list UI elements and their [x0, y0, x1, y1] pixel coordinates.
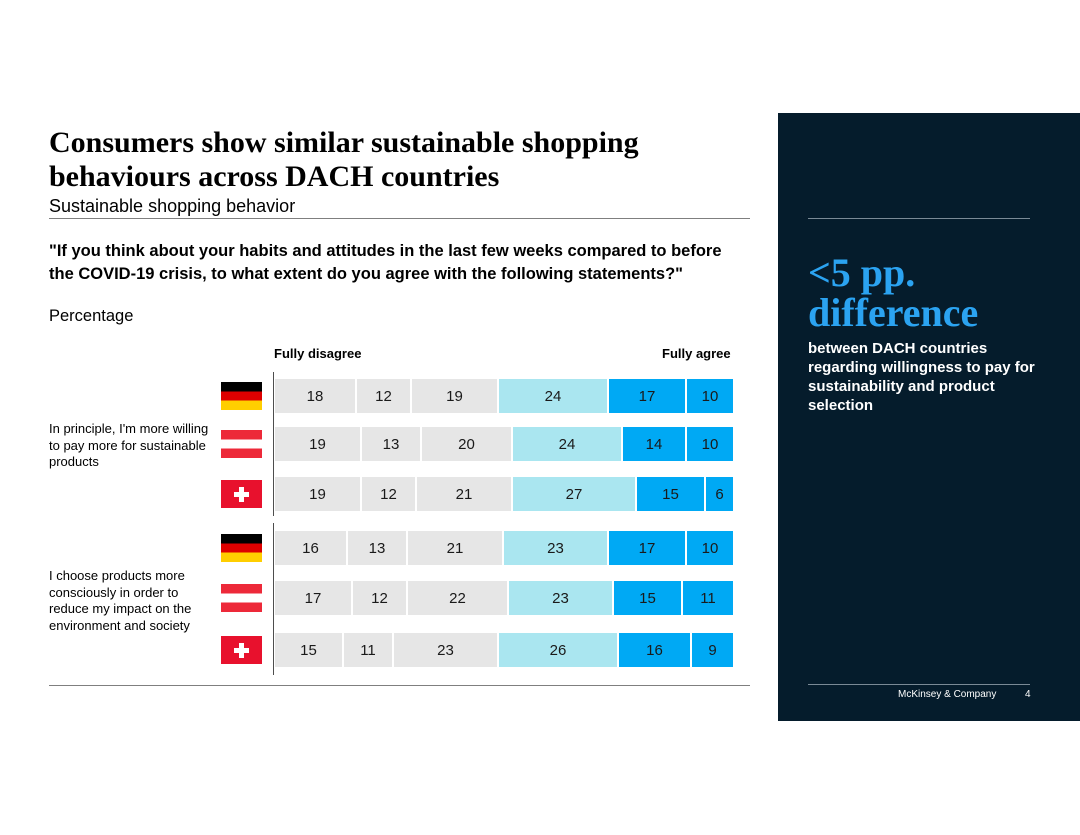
bar-row: 19 13 20 24 14 10: [275, 427, 733, 461]
bar-segment: 16: [275, 531, 348, 565]
bar-segment: 10: [687, 427, 733, 461]
bar-segment: 23: [504, 531, 609, 565]
bar-segment: 21: [408, 531, 504, 565]
statement-label: I choose products more consciously in or…: [49, 568, 192, 633]
panel-divider-bottom: [808, 684, 1030, 685]
bar-row: 15 11 23 26 16 9: [275, 633, 733, 667]
bar-segment: 14: [623, 427, 687, 461]
bar-segment: 15: [275, 633, 344, 667]
bar-segment: 23: [394, 633, 499, 667]
panel-divider-top: [808, 218, 1030, 219]
bar-segment: 24: [513, 427, 623, 461]
bar-segment: 12: [353, 581, 408, 615]
bar-row: 17 12 22 23 15 11: [275, 581, 733, 615]
austria-flag: [221, 584, 262, 612]
bar-segment: 24: [499, 379, 609, 413]
bar-row: 18 12 19 24 17 10: [275, 379, 733, 413]
germany-flag: [221, 534, 262, 562]
bar-segment: 27: [513, 477, 637, 511]
bar-segment: 17: [609, 379, 687, 413]
bar-segment: 10: [687, 531, 733, 565]
bar-segment: 12: [362, 477, 417, 511]
bar-segment: 19: [275, 427, 362, 461]
bar-segment: 15: [614, 581, 683, 615]
bar-segment: 20: [422, 427, 513, 461]
bar-segment: 17: [609, 531, 687, 565]
scale-label-agree: Fully agree: [662, 346, 731, 361]
footer-company: McKinsey & Company: [898, 689, 997, 700]
highlight-figure: <5 pp. difference: [808, 250, 979, 335]
unit-label: Percentage: [49, 307, 134, 325]
page-title: Consumers show similar sustainable shopp…: [49, 126, 639, 193]
bar-segment: 13: [362, 427, 422, 461]
group-axis-line: [273, 372, 274, 516]
bar-segment: 26: [499, 633, 619, 667]
bar-segment: 12: [357, 379, 412, 413]
header-divider: [49, 218, 750, 219]
highlight-description: between DACH countries regarding willing…: [808, 340, 1035, 414]
bar-segment: 11: [344, 633, 394, 667]
footer-divider: [49, 685, 750, 686]
bar-segment: 19: [275, 477, 362, 511]
bar-segment: 6: [706, 477, 733, 511]
page-number: 4: [1025, 689, 1031, 700]
austria-flag: [221, 430, 262, 458]
group-axis-line: [273, 523, 274, 675]
bar-segment: 21: [417, 477, 513, 511]
bar-segment: 9: [692, 633, 733, 667]
bar-row: 19 12 21 27 15 6: [275, 477, 733, 511]
switzerland-flag: [221, 636, 262, 664]
insight-panel: <5 pp. difference between DACH countries…: [778, 113, 1080, 721]
bar-segment: 15: [637, 477, 706, 511]
bar-segment: 18: [275, 379, 357, 413]
bar-segment: 19: [412, 379, 499, 413]
bar-segment: 22: [408, 581, 509, 615]
germany-flag: [221, 382, 262, 410]
scale-label-disagree: Fully disagree: [274, 346, 362, 361]
survey-question: "If you think about your habits and atti…: [49, 242, 722, 283]
bar-row: 16 13 21 23 17 10: [275, 531, 733, 565]
bar-segment: 23: [509, 581, 614, 615]
page-subtitle: Sustainable shopping behavior: [49, 196, 296, 216]
statement-label: In principle, I'm more willing to pay mo…: [49, 421, 209, 469]
bar-segment: 13: [348, 531, 408, 565]
bar-segment: 11: [683, 581, 733, 615]
bar-segment: 16: [619, 633, 692, 667]
bar-segment: 17: [275, 581, 353, 615]
switzerland-flag: [221, 480, 262, 508]
bar-segment: 10: [687, 379, 733, 413]
